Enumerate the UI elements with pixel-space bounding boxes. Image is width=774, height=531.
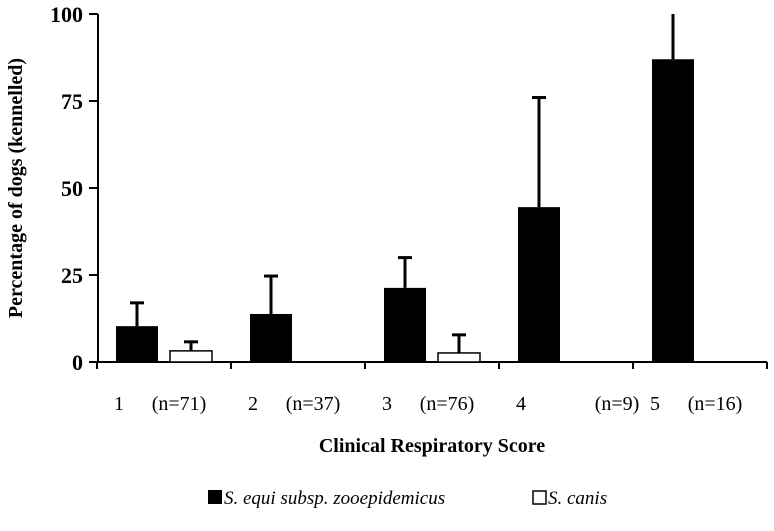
x-tick-label: 5 (650, 393, 660, 415)
tick-labels: 0 25 50 75 100 1 (n=71) 2 (n=37) 3 (n=76) 4 (n=9) 5 (n… (50, 2, 742, 415)
bar-zooepidemicus (384, 287, 426, 362)
y-axis-label: Percentage of dogs (kennelled) (5, 58, 27, 318)
legend: S. equi subsp. zooepidemicus S. canis (208, 488, 607, 509)
x-tick-label: 3 (382, 393, 392, 415)
bar-canis (169, 350, 213, 363)
legend-label-zooepidemicus: S. equi subsp. zooepidemicus (224, 488, 445, 509)
x-tick-label: 1 (114, 393, 124, 415)
legend-swatch-zooepidemicus (208, 490, 222, 504)
legend-label-canis: S. canis (548, 488, 607, 509)
x-tick-n-label: (n=76) (420, 393, 475, 415)
y-tick-label: 100 (50, 2, 83, 27)
bar-zooepidemicus (518, 207, 560, 362)
y-tick-label: 0 (72, 350, 83, 375)
x-tick-n-label: (n=16) (688, 393, 743, 415)
x-tick-n-label: (n=71) (152, 393, 207, 415)
x-tick-label: 2 (248, 393, 258, 415)
x-tick-label: 4 (516, 393, 526, 415)
y-tick-label: 75 (61, 89, 83, 114)
bar-zooepidemicus (250, 313, 292, 362)
x-tick-n-label: (n=9) (595, 393, 640, 415)
bar-canis (437, 352, 481, 363)
x-tick-n-label: (n=37) (286, 393, 341, 415)
bar-zooepidemicus (116, 326, 158, 362)
legend-swatch-canis (532, 490, 547, 505)
bars (116, 14, 748, 363)
bar-zooepidemicus (652, 59, 694, 363)
y-tick-label: 25 (61, 263, 83, 288)
y-tick-label: 50 (61, 176, 83, 201)
x-axis-label: Clinical Respiratory Score (319, 435, 545, 457)
